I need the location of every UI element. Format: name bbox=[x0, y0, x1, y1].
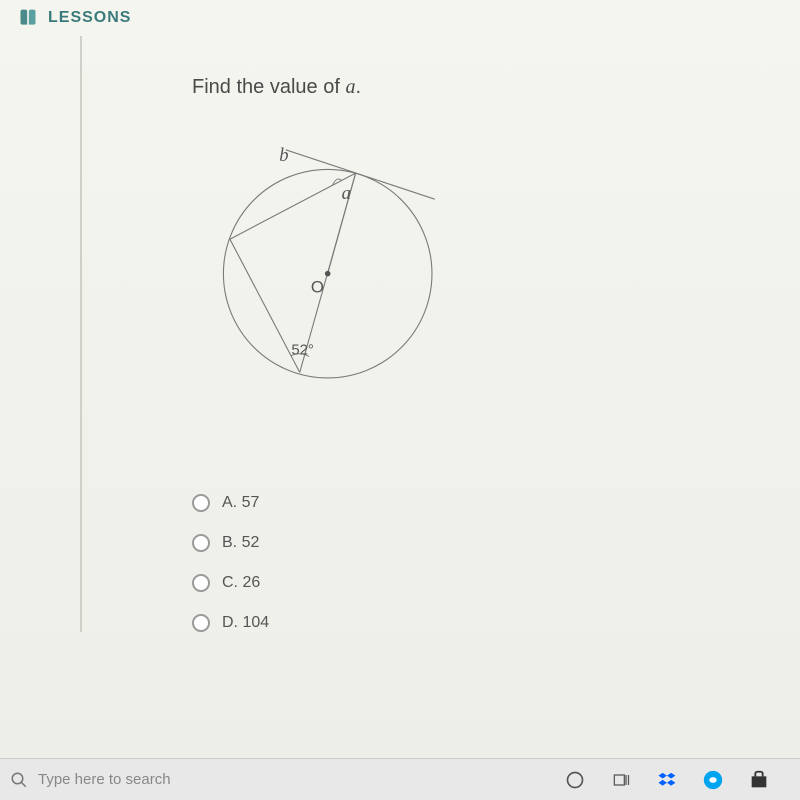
option-d[interactable]: D. 104 bbox=[192, 614, 800, 632]
question-suffix: . bbox=[355, 76, 361, 98]
option-b-label: B. 52 bbox=[222, 534, 259, 552]
lessons-link[interactable]: LESSONS bbox=[48, 9, 131, 27]
task-view-icon[interactable] bbox=[610, 769, 632, 791]
header: LESSONS bbox=[0, 0, 800, 36]
content-area: Find the value of a. b a O 52° bbox=[80, 36, 800, 632]
line-left-bottom bbox=[230, 239, 300, 372]
taskbar: Type here to search bbox=[0, 758, 800, 800]
option-c-label: C. 26 bbox=[222, 574, 260, 592]
angle-value: 52° bbox=[291, 343, 314, 359]
search-box[interactable]: Type here to search bbox=[10, 771, 564, 789]
label-b: b bbox=[279, 145, 288, 166]
search-placeholder: Type here to search bbox=[38, 771, 171, 788]
cortana-circle-icon[interactable] bbox=[564, 769, 586, 791]
radio-d[interactable] bbox=[192, 614, 210, 632]
book-icon bbox=[18, 8, 38, 28]
taskbar-icons bbox=[564, 769, 790, 791]
radio-b[interactable] bbox=[192, 534, 210, 552]
center-point bbox=[325, 271, 331, 277]
app-icon[interactable] bbox=[702, 769, 724, 791]
option-a[interactable]: A. 57 bbox=[192, 494, 800, 512]
option-b[interactable]: B. 52 bbox=[192, 534, 800, 552]
search-icon bbox=[10, 771, 28, 789]
question-text: Find the value of a. bbox=[192, 76, 800, 99]
question-variable: a bbox=[345, 76, 355, 98]
tangent-line bbox=[286, 150, 435, 199]
radio-c[interactable] bbox=[192, 574, 210, 592]
radio-a[interactable] bbox=[192, 494, 210, 512]
dropbox-icon[interactable] bbox=[656, 769, 678, 791]
question-prefix: Find the value of bbox=[192, 76, 345, 98]
answer-options: A. 57 B. 52 C. 26 D. 104 bbox=[192, 494, 800, 632]
option-d-label: D. 104 bbox=[222, 614, 269, 632]
geometry-diagram: b a O 52° bbox=[202, 119, 472, 419]
label-o: O bbox=[311, 277, 324, 296]
store-icon[interactable] bbox=[748, 769, 770, 791]
label-a: a bbox=[342, 183, 351, 204]
option-c[interactable]: C. 26 bbox=[192, 574, 800, 592]
option-a-label: A. 57 bbox=[222, 494, 259, 512]
